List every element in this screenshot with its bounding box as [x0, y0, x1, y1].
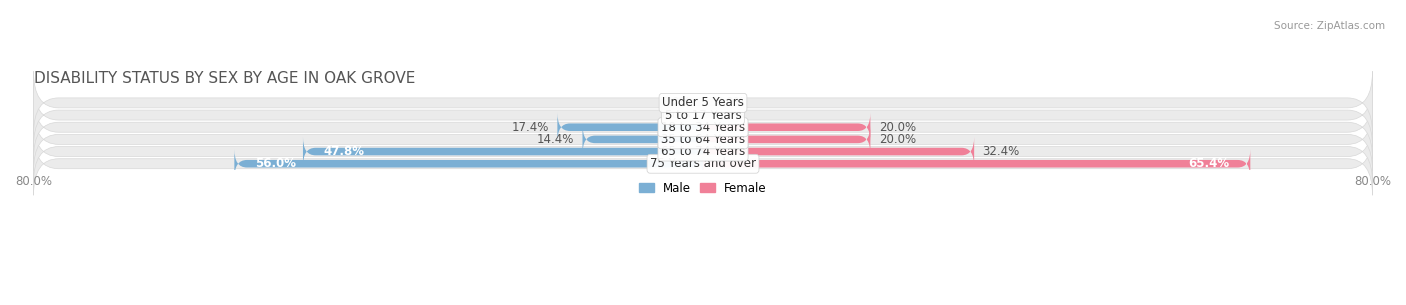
FancyBboxPatch shape [34, 96, 1372, 159]
FancyBboxPatch shape [703, 125, 870, 154]
Text: Source: ZipAtlas.com: Source: ZipAtlas.com [1274, 21, 1385, 31]
Text: 18 to 34 Years: 18 to 34 Years [661, 121, 745, 134]
Text: 17.4%: 17.4% [512, 121, 548, 134]
Text: 14.4%: 14.4% [537, 133, 574, 146]
Text: 32.4%: 32.4% [983, 145, 1019, 158]
FancyBboxPatch shape [34, 71, 1372, 135]
Text: 47.8%: 47.8% [323, 145, 366, 158]
Text: 20.0%: 20.0% [879, 133, 915, 146]
FancyBboxPatch shape [302, 137, 703, 166]
Text: 65.4%: 65.4% [1188, 157, 1229, 170]
Text: 65 to 74 Years: 65 to 74 Years [661, 145, 745, 158]
FancyBboxPatch shape [703, 149, 1250, 178]
FancyBboxPatch shape [557, 113, 703, 142]
FancyBboxPatch shape [582, 125, 703, 154]
FancyBboxPatch shape [34, 120, 1372, 183]
FancyBboxPatch shape [34, 84, 1372, 147]
Text: 0.0%: 0.0% [716, 96, 745, 109]
Text: 75 Years and over: 75 Years and over [650, 157, 756, 170]
Legend: Male, Female: Male, Female [640, 181, 766, 195]
Text: Under 5 Years: Under 5 Years [662, 96, 744, 109]
FancyBboxPatch shape [34, 108, 1372, 171]
FancyBboxPatch shape [703, 113, 870, 142]
Text: 5 to 17 Years: 5 to 17 Years [665, 109, 741, 122]
Text: DISABILITY STATUS BY SEX BY AGE IN OAK GROVE: DISABILITY STATUS BY SEX BY AGE IN OAK G… [34, 71, 415, 86]
FancyBboxPatch shape [703, 137, 974, 166]
FancyBboxPatch shape [235, 149, 703, 178]
Text: 20.0%: 20.0% [879, 121, 915, 134]
Text: 56.0%: 56.0% [256, 157, 297, 170]
Text: 0.0%: 0.0% [661, 96, 690, 109]
Text: 0.0%: 0.0% [716, 109, 745, 122]
Text: 0.0%: 0.0% [661, 109, 690, 122]
FancyBboxPatch shape [34, 132, 1372, 195]
Text: 35 to 64 Years: 35 to 64 Years [661, 133, 745, 146]
